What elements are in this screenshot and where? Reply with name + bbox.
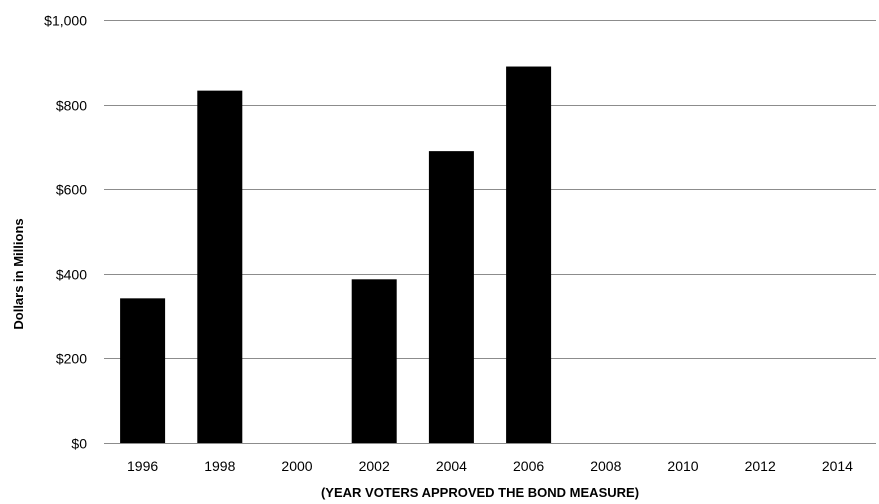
x-tick-label: 2006 (513, 458, 544, 474)
bar-1996 (120, 298, 166, 443)
y-tick-label: $1,000 (44, 13, 87, 29)
y-tick-label: $200 (56, 351, 87, 367)
x-tick-label: 2004 (436, 458, 467, 474)
x-tick-label: 2002 (359, 458, 390, 474)
y-axis-title: Dollars in Millions (11, 218, 26, 329)
x-tick-label: 1998 (204, 458, 235, 474)
x-axis-title: (YEAR VOTERS APPROVED THE BOND MEASURE) (321, 485, 639, 500)
bar-2004 (428, 151, 474, 443)
y-tick-labels: $0 $200 $400 $600 $800 $1,000 (44, 13, 87, 452)
y-tick-label: $400 (56, 267, 87, 283)
x-tick-label: 2012 (745, 458, 776, 474)
y-tick-label: $0 (71, 436, 87, 452)
y-tick-label: $800 (56, 98, 87, 114)
x-tick-label: 2008 (590, 458, 621, 474)
bars (120, 66, 552, 444)
x-tick-label: 2010 (667, 458, 698, 474)
x-tick-labels: 1996 1998 2000 2002 2004 2006 2008 2010 2012 2014 (127, 458, 853, 474)
bar-1998 (197, 90, 243, 444)
x-tick-label: 2000 (281, 458, 312, 474)
bar-2002 (351, 279, 397, 443)
bar-2006 (506, 66, 552, 443)
y-tick-label: $600 (56, 182, 87, 198)
x-tick-label: 1996 (127, 458, 158, 474)
x-tick-label: 2014 (822, 458, 853, 474)
